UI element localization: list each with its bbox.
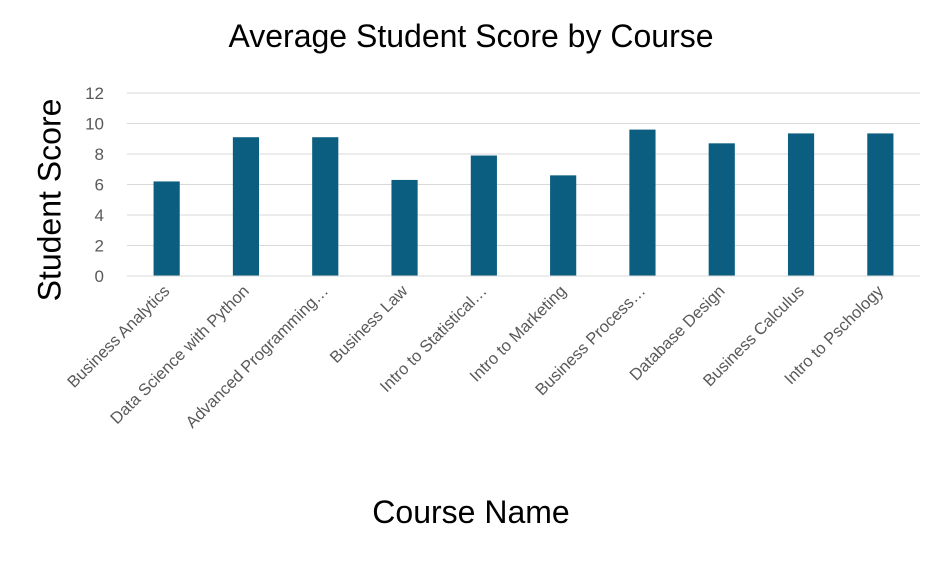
bar	[153, 181, 180, 276]
bar	[867, 133, 894, 276]
bar	[470, 155, 497, 276]
bar	[391, 179, 418, 276]
y-tick-label: 4	[95, 206, 104, 225]
bar	[550, 175, 577, 276]
y-tick-label: 0	[95, 267, 104, 286]
y-tick-label: 8	[95, 145, 104, 164]
gridlines	[127, 92, 920, 246]
y-tick-label: 12	[85, 84, 104, 103]
bar	[787, 133, 815, 276]
bar	[312, 137, 339, 276]
x-category-label: Data Science with Python	[107, 282, 253, 428]
chart-title: Average Student Score by Course	[228, 18, 714, 54]
x-axis-title: Course Name	[372, 494, 570, 530]
bar-series	[153, 129, 894, 276]
y-tick-label: 2	[95, 237, 104, 256]
x-category-label: Advanced Programming…	[183, 282, 333, 432]
bar	[232, 137, 260, 276]
bar	[708, 143, 735, 276]
y-tick-label: 10	[85, 115, 104, 134]
y-tick-label: 6	[95, 176, 104, 195]
x-category-label: Business Law	[327, 282, 412, 367]
y-axis-ticks: 0 2 4 6 8 10 12	[85, 84, 104, 286]
bar	[629, 129, 656, 276]
